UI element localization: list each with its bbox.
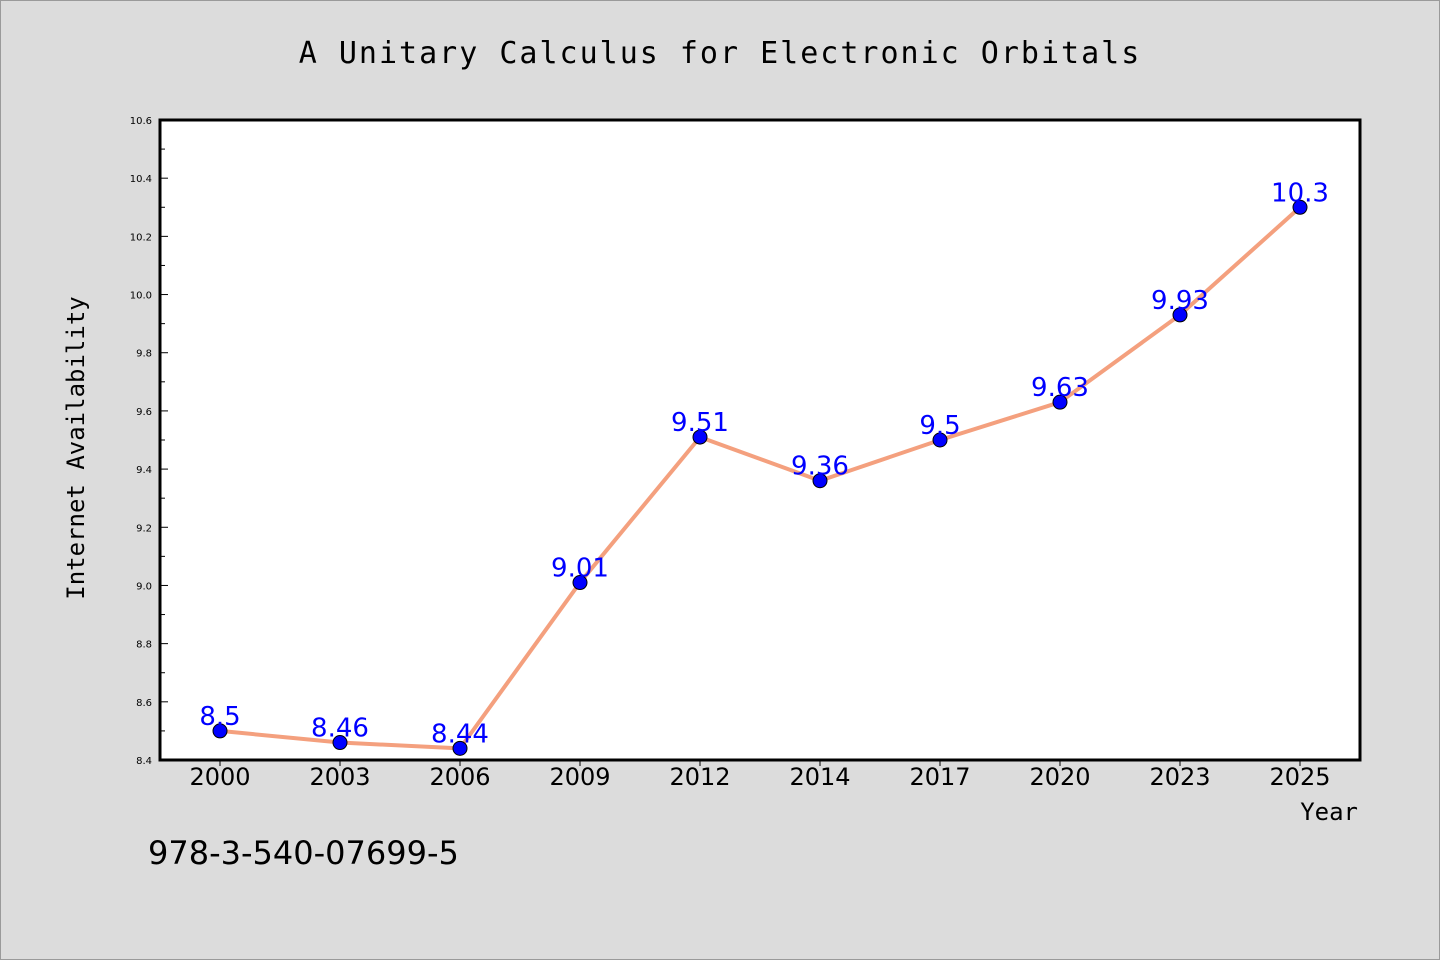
x-tick-label: 2009 (549, 763, 610, 791)
series-layer: 8.5 8.46 8.44 9.01 9.51 9.36 9.5 9.63 9.93 10.3 (199, 178, 1329, 756)
data-label: 9.36 (791, 452, 849, 482)
data-point (1172, 307, 1188, 323)
x-tick-label: 2006 (429, 763, 490, 791)
x-tick-label: 2000 (189, 763, 250, 791)
plot-area (158, 118, 1362, 762)
x-axis: 2000 2003 2006 2009 2012 2014 2017 2020 2023 2025 (189, 760, 1331, 791)
chart-title: A Unitary Calculus for Electronic Orbita… (299, 36, 1142, 71)
data-label: 9.93 (1151, 286, 1209, 316)
x-tick-label: 2003 (309, 763, 370, 791)
x-tick-label: 2023 (1149, 763, 1210, 791)
data-point (932, 432, 948, 448)
y-tick-label: 8.6 (136, 698, 152, 709)
y-tick-label: 9.4 (136, 465, 152, 476)
data-label: 8.5 (199, 702, 240, 732)
x-axis-label: Year (1300, 798, 1358, 826)
y-axis: 8.4 8.6 8.8 9.0 9.2 9.4 9.6 9.8 10.0 10.2 10.4 10.6 (130, 116, 168, 767)
series-line (218, 205, 1302, 751)
y-tick-label: 8.4 (136, 756, 152, 767)
data-point (1292, 199, 1308, 215)
y-tick-label: 10.2 (130, 232, 152, 243)
y-tick-label: 9.6 (136, 407, 152, 418)
y-tick-label: 8.8 (136, 640, 152, 651)
data-point (212, 723, 228, 739)
data-point (812, 473, 828, 489)
x-tick-label: 2025 (1269, 763, 1330, 791)
y-tick-label: 9.0 (136, 581, 152, 592)
data-label: 10.3 (1271, 178, 1329, 208)
data-point (452, 740, 468, 756)
x-tick-label: 2014 (789, 763, 850, 791)
x-tick-label: 2020 (1029, 763, 1090, 791)
y-axis-label: Internet Availability (62, 296, 90, 599)
y-tick-label: 10.0 (130, 291, 152, 302)
data-label: 8.46 (311, 714, 369, 744)
data-point (572, 575, 588, 591)
data-label: 9.63 (1031, 373, 1089, 403)
y-tick-label: 10.4 (130, 174, 152, 185)
data-label: 9.5 (919, 411, 960, 441)
data-point (692, 429, 708, 445)
x-tick-label: 2017 (909, 763, 970, 791)
data-label: 9.51 (671, 408, 729, 438)
y-tick-label: 9.8 (136, 349, 152, 360)
data-point (1052, 394, 1068, 410)
x-tick-label: 2012 (669, 763, 730, 791)
data-label: 9.01 (551, 554, 609, 584)
y-tick-label: 9.2 (136, 523, 152, 534)
isbn-annotation: 978-3-540-07699-5 (148, 834, 459, 872)
data-label: 8.44 (431, 719, 489, 749)
y-tick-label: 10.6 (130, 116, 152, 127)
data-point (332, 735, 348, 751)
